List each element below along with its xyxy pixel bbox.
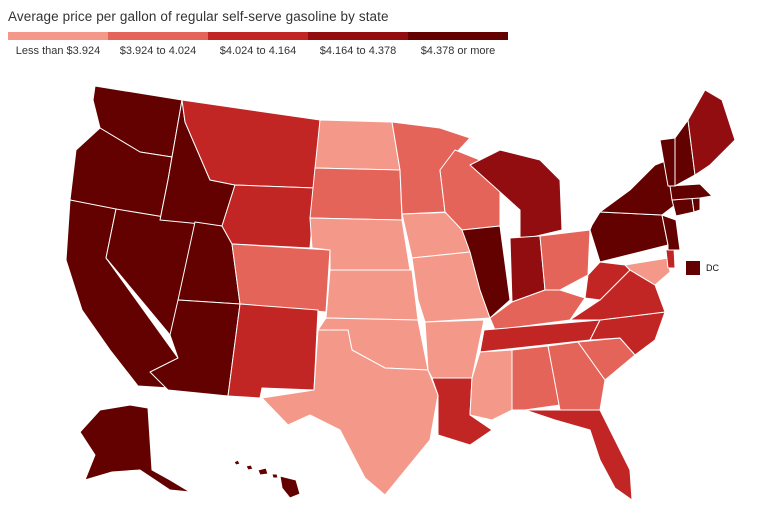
legend-item: Less than $3.924 [8, 32, 108, 57]
state-ga[interactable] [547, 341, 606, 411]
state-oh[interactable] [539, 229, 591, 291]
legend: Less than $3.924 $3.924 to 4.024 $4.024 … [8, 32, 508, 57]
legend-swatch [408, 32, 508, 40]
legend-label: Less than $3.924 [15, 45, 101, 57]
legend-label: $4.164 to 4.378 [319, 45, 397, 57]
state-sd[interactable] [309, 167, 403, 221]
dc-key: DC [686, 261, 719, 275]
state-me[interactable] [687, 89, 736, 176]
state-nm[interactable] [227, 303, 319, 399]
state-de[interactable] [665, 247, 676, 269]
legend-item: $3.924 to 4.024 [108, 32, 208, 57]
state-md[interactable] [624, 257, 671, 286]
state-mi[interactable] [469, 149, 563, 241]
legend-label: $4.024 to 4.164 [219, 45, 297, 57]
state-fl[interactable] [524, 409, 633, 501]
legend-swatch [108, 32, 208, 40]
dc-swatch [686, 261, 700, 275]
state-ms[interactable] [469, 349, 513, 421]
state-ri[interactable] [691, 197, 701, 213]
legend-item: $4.024 to 4.164 [208, 32, 308, 57]
map-title: Average price per gallon of regular self… [8, 9, 389, 24]
legend-swatch [308, 32, 408, 40]
state-co[interactable] [231, 243, 331, 313]
state-wy[interactable] [221, 184, 316, 249]
legend-swatch [8, 32, 108, 40]
legend-label: $4.378 or more [420, 45, 496, 57]
state-al[interactable] [511, 345, 561, 411]
legend-swatch [208, 32, 308, 40]
state-ak[interactable] [79, 404, 191, 493]
legend-label: $3.924 to 4.024 [119, 45, 197, 57]
state-ma[interactable] [669, 183, 713, 201]
state-ks[interactable] [325, 269, 419, 321]
state-nd[interactable] [314, 119, 401, 171]
state-hi[interactable] [233, 459, 301, 499]
state-ny[interactable] [599, 159, 676, 216]
state-ct[interactable] [671, 197, 695, 217]
legend-item: $4.378 or more [408, 32, 508, 57]
state-nj[interactable] [661, 214, 681, 251]
legend-item: $4.164 to 4.378 [308, 32, 408, 57]
state-pa[interactable] [589, 211, 669, 263]
state-tx[interactable] [261, 329, 439, 496]
dc-label: DC [706, 263, 719, 273]
